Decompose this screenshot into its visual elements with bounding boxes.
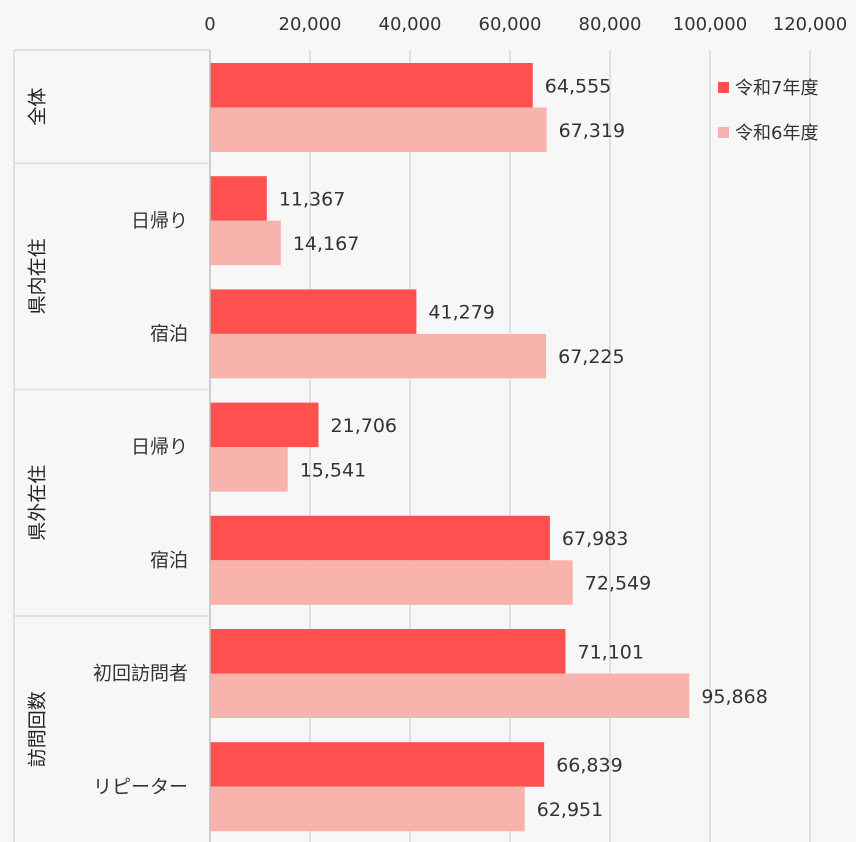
category-label: 日帰り [131,436,188,458]
data-label: 67,983 [562,528,628,550]
bar-r7 [210,742,545,787]
data-label: 67,319 [559,120,625,142]
bar-r6 [210,220,281,266]
bar-r6 [210,107,547,152]
x-tick-label: 20,000 [279,14,342,35]
legend-label: 令和7年度 [735,78,818,99]
category-label: リピーター [93,776,188,798]
bar-r7 [210,63,533,108]
bar-r7 [210,289,417,334]
x-tick-label: 40,000 [379,14,442,35]
bars [210,63,690,832]
x-tick-label: 0 [204,14,215,35]
legend-swatch [718,127,729,138]
legend-swatch [718,82,729,93]
bar-r7 [210,402,319,448]
x-tick-label: 100,000 [673,14,747,35]
data-label: 11,367 [279,188,345,210]
gridlines [309,50,811,842]
group-label: 県内在住 [27,238,49,314]
data-label: 62,951 [537,799,603,821]
x-tick-label: 80,000 [579,14,642,35]
group-label: 全体 [27,88,49,126]
data-label: 67,225 [558,346,624,368]
x-tick-label: 60,000 [479,14,542,35]
bar-r7 [210,629,566,674]
axes [13,49,211,842]
category-label: 宿泊 [150,549,188,571]
category-label: 日帰り [131,210,188,232]
data-label: 95,868 [701,686,767,708]
category-label: 初回訪問者 [93,663,188,685]
data-label: 14,167 [293,233,359,255]
bar-r6 [210,673,690,718]
bar-r7 [210,176,267,221]
data-label: 15,541 [300,459,366,481]
legend-label: 令和6年度 [735,123,818,144]
x-tick-label: 120,000 [773,14,847,35]
data-label: 41,279 [428,302,494,324]
category-label: 宿泊 [150,323,188,345]
data-label: 66,839 [556,754,622,776]
data-label: 64,555 [545,75,611,97]
bar-r6 [210,786,525,832]
bar-r7 [210,515,550,561]
labels: 0 20,000 40,000 60,000 80,000 100,000 120,000 6… [27,14,848,821]
bar-r6 [210,560,573,605]
data-label: 72,549 [585,573,651,595]
bar-r6 [210,333,547,379]
group-label: 訪問回数 [27,691,49,767]
group-label: 県外在住 [27,465,49,541]
data-label: 21,706 [331,415,397,437]
bar-r6 [210,447,288,492]
data-label: 71,101 [578,641,644,663]
